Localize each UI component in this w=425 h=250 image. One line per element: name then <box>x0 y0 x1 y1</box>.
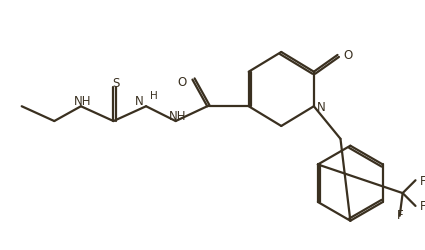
Text: F: F <box>397 208 403 221</box>
Text: H: H <box>150 91 158 101</box>
Text: NH: NH <box>169 110 187 123</box>
Text: F: F <box>419 200 425 212</box>
Text: N: N <box>135 95 144 108</box>
Text: F: F <box>419 174 425 187</box>
Text: NH: NH <box>74 95 92 108</box>
Text: S: S <box>112 77 119 90</box>
Text: O: O <box>177 76 187 89</box>
Text: O: O <box>343 49 353 62</box>
Text: N: N <box>317 100 326 113</box>
